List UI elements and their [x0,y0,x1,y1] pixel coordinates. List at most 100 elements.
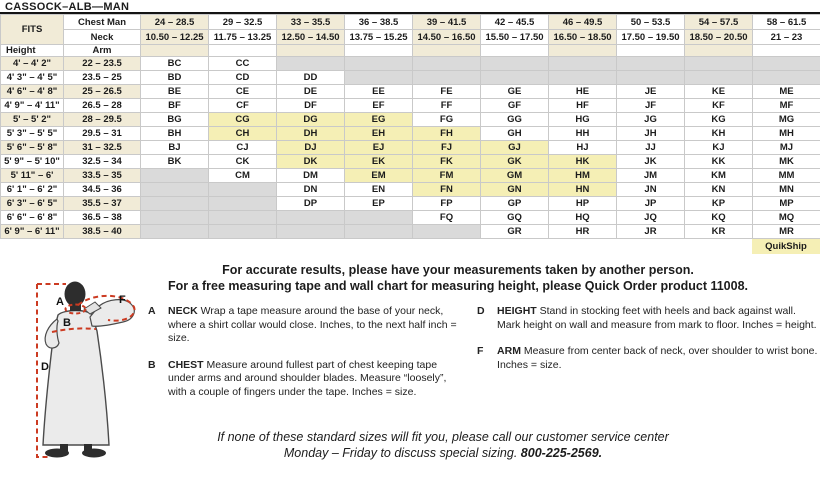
definition-term: CHEST [168,359,204,371]
neck-range-cell: 10.50 – 12.25 [141,30,209,45]
special-sizing-footer: If none of these standard sizes will fit… [66,429,820,461]
size-code-cell: GP [481,197,549,211]
size-code-cell: EK [345,155,413,169]
size-code-cell: HR [549,225,617,239]
size-code-cell: BE [141,85,209,99]
size-code-cell: DJ [277,141,345,155]
size-code-cell: CF [209,99,277,113]
size-code-cell: DE [277,85,345,99]
definition-letter: B [148,359,168,400]
height-column-label: Height [1,45,64,57]
size-code-cell: CM [209,169,277,183]
size-code-cell: EP [345,197,413,211]
size-code-cell: MK [753,155,820,169]
definition-body: ARM Measure from center back of neck, ov… [497,345,820,372]
size-code-cell: JE [617,85,685,99]
size-code-cell [413,57,481,71]
size-code-cell [413,71,481,85]
chest-range-cell: 46 – 49.5 [549,15,617,30]
chest-range-cell: 24 – 28.5 [141,15,209,30]
definition-chest: B CHEST Measure around fullest part of c… [148,359,463,400]
definition-height: D HEIGHT Stand in stocking feet with hee… [477,305,820,332]
size-code-cell [413,225,481,239]
size-code-cell [345,71,413,85]
footer-line-1: If none of these standard sizes will fit… [66,429,820,445]
size-code-cell: DD [277,71,345,85]
size-code-cell: CC [209,57,277,71]
definition-letter: D [477,305,497,332]
size-code-cell: HP [549,197,617,211]
size-code-cell: DP [277,197,345,211]
arm-range-cell: 29.5 – 31 [64,127,141,141]
size-code-cell: HH [549,127,617,141]
height-range-cell: 4' – 4' 2" [1,57,64,71]
size-code-cell: JM [617,169,685,183]
definitions-right-column: D HEIGHT Stand in stocking feet with hee… [477,305,820,412]
chest-range-cell: 33 – 35.5 [277,15,345,30]
definition-letter: F [477,345,497,372]
size-code-cell: MG [753,113,820,127]
measurement-notes: For accurate results, please have your m… [96,262,820,294]
size-code-cell: GG [481,113,549,127]
size-code-cell: FM [413,169,481,183]
size-code-cell: KN [685,183,753,197]
height-range-cell: 5' 11" – 6' [1,169,64,183]
size-code-cell: JR [617,225,685,239]
size-code-cell: MR [753,225,820,239]
size-code-cell: GM [481,169,549,183]
size-code-cell: BG [141,113,209,127]
subhead-spacer-cell [481,45,549,57]
arm-range-cell: 34.5 – 36 [64,183,141,197]
arm-range-cell: 33.5 – 35 [64,169,141,183]
size-code-cell: JP [617,197,685,211]
size-code-cell: KP [685,197,753,211]
subhead-spacer-cell [549,45,617,57]
size-code-cell: FN [413,183,481,197]
definition-arm: F ARM Measure from center back of neck, … [477,345,820,372]
size-code-cell: MP [753,197,820,211]
subhead-spacer-cell [685,45,753,57]
size-code-cell [141,197,209,211]
size-code-cell [277,211,345,225]
neck-range-cell: 16.50 – 18.50 [549,30,617,45]
footer-line-2: Monday – Friday to discuss special sizin… [66,445,820,461]
size-code-cell: HQ [549,211,617,225]
height-range-cell: 5' – 5' 2" [1,113,64,127]
figure-label-d: D [41,361,49,373]
size-code-cell: BF [141,99,209,113]
size-code-cell: MJ [753,141,820,155]
figure-label-a: A [56,296,64,308]
size-code-cell [277,57,345,71]
size-code-cell: FF [413,99,481,113]
arm-range-cell: 36.5 – 38 [64,211,141,225]
size-code-cell: KQ [685,211,753,225]
size-code-cell: JH [617,127,685,141]
arm-range-cell: 25 – 26.5 [64,85,141,99]
size-code-cell: JF [617,99,685,113]
size-code-cell: KH [685,127,753,141]
measurement-definitions: A NECK Wrap a tape measure around the ba… [148,305,820,412]
size-code-cell [481,57,549,71]
size-code-cell: CH [209,127,277,141]
left-arm [45,319,59,348]
size-code-cell: JK [617,155,685,169]
subhead-spacer-cell [209,45,277,57]
footer-line-2-text: Monday – Friday to discuss special sizin… [284,446,521,460]
size-code-cell: EH [345,127,413,141]
size-code-cell: JQ [617,211,685,225]
fits-label: FITS [1,15,64,45]
arm-range-cell: 23.5 – 25 [64,71,141,85]
size-code-cell [617,57,685,71]
arm-range-cell: 35.5 – 37 [64,197,141,211]
size-code-cell: BD [141,71,209,85]
size-code-cell: FE [413,85,481,99]
definition-text: Stand in stocking feet with heels and ba… [497,305,817,331]
neck-range-cell: 14.50 – 16.50 [413,30,481,45]
size-code-cell: KJ [685,141,753,155]
size-code-cell: KM [685,169,753,183]
